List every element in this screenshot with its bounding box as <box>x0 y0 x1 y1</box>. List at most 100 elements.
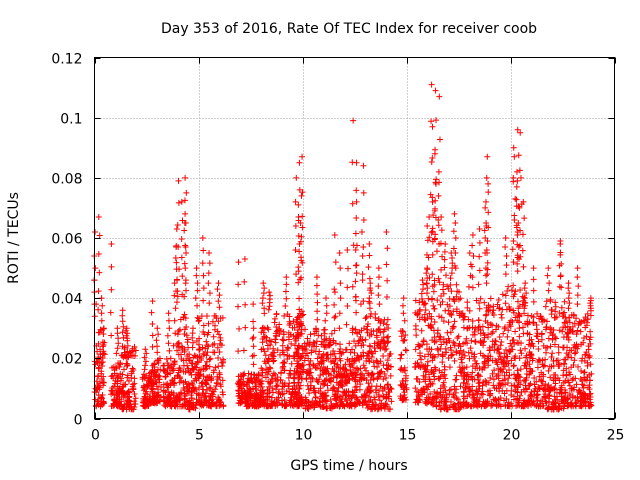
data-point <box>297 238 304 245</box>
data-point <box>484 259 491 266</box>
data-point <box>416 363 423 370</box>
y-tick-label: 0.02 <box>51 352 82 368</box>
data-point <box>209 341 216 348</box>
data-point <box>545 404 552 411</box>
data-point <box>387 372 394 379</box>
data-point <box>352 247 359 254</box>
data-point <box>528 352 535 359</box>
data-point <box>384 357 391 364</box>
data-point <box>352 372 359 379</box>
data-point <box>381 371 388 378</box>
data-point <box>145 378 152 385</box>
data-point <box>414 311 421 318</box>
data-point <box>474 403 481 410</box>
data-point <box>579 402 586 409</box>
data-point <box>171 280 178 287</box>
data-point <box>552 308 559 315</box>
data-point <box>211 322 218 329</box>
data-point <box>423 251 430 258</box>
data-point <box>513 183 520 190</box>
data-point <box>451 406 458 413</box>
data-point <box>269 352 276 359</box>
data-point <box>317 372 324 379</box>
data-point <box>121 366 128 373</box>
data-point <box>343 321 350 328</box>
data-point <box>566 319 573 326</box>
data-point <box>352 278 359 285</box>
data-point <box>206 250 213 257</box>
data-point <box>426 396 433 403</box>
data-point <box>287 331 294 338</box>
data-point <box>296 186 303 193</box>
data-point <box>437 345 444 352</box>
data-point <box>204 349 211 356</box>
data-point <box>96 232 103 239</box>
data-point <box>351 403 358 410</box>
data-point <box>571 320 578 327</box>
data-point <box>321 330 328 337</box>
data-point <box>512 288 519 295</box>
data-point <box>96 364 103 371</box>
data-point <box>283 274 290 281</box>
data-point <box>481 299 488 306</box>
data-point <box>523 352 530 359</box>
data-point <box>169 378 176 385</box>
data-point <box>162 403 169 410</box>
data-point <box>164 365 171 372</box>
data-point <box>121 402 128 409</box>
data-point <box>264 389 271 396</box>
data-point <box>334 361 341 368</box>
data-point <box>445 319 452 326</box>
data-point <box>287 397 294 404</box>
data-point <box>359 277 366 284</box>
data-point <box>573 399 580 406</box>
data-point <box>412 385 419 392</box>
data-point <box>132 395 139 402</box>
data-point <box>427 390 434 397</box>
data-point <box>371 363 378 370</box>
data-point <box>204 331 211 338</box>
data-point <box>332 313 339 320</box>
data-point <box>452 402 459 409</box>
data-point <box>545 335 552 342</box>
data-point <box>167 400 174 407</box>
data-point <box>335 384 342 391</box>
data-point <box>309 341 316 348</box>
data-point <box>101 351 108 358</box>
data-point <box>428 346 435 353</box>
data-point <box>495 382 502 389</box>
data-point <box>114 345 121 352</box>
data-point <box>556 283 563 290</box>
data-point <box>213 315 220 322</box>
data-point <box>321 381 328 388</box>
y-tick-label: 0.08 <box>51 172 82 188</box>
data-point <box>515 377 522 384</box>
data-point <box>235 380 242 387</box>
data-point <box>575 363 582 370</box>
data-point <box>195 375 202 382</box>
data-point <box>194 280 201 287</box>
data-point <box>579 381 586 388</box>
data-point <box>178 254 185 261</box>
data-point <box>95 397 102 404</box>
data-point <box>382 343 389 350</box>
data-point <box>279 336 286 343</box>
data-point <box>372 386 379 393</box>
data-point <box>416 306 423 313</box>
data-point <box>212 402 219 409</box>
data-point <box>325 355 332 362</box>
data-point <box>380 393 387 400</box>
data-point <box>587 361 594 368</box>
data-point <box>270 370 277 377</box>
data-point <box>343 346 350 353</box>
data-point <box>273 310 280 317</box>
data-point <box>421 311 428 318</box>
data-point <box>475 398 482 405</box>
data-point <box>375 326 382 333</box>
data-point <box>277 376 284 383</box>
data-point <box>563 372 570 379</box>
data-point <box>565 402 572 409</box>
data-point <box>358 228 365 235</box>
data-point <box>502 244 509 251</box>
data-point <box>574 327 581 334</box>
